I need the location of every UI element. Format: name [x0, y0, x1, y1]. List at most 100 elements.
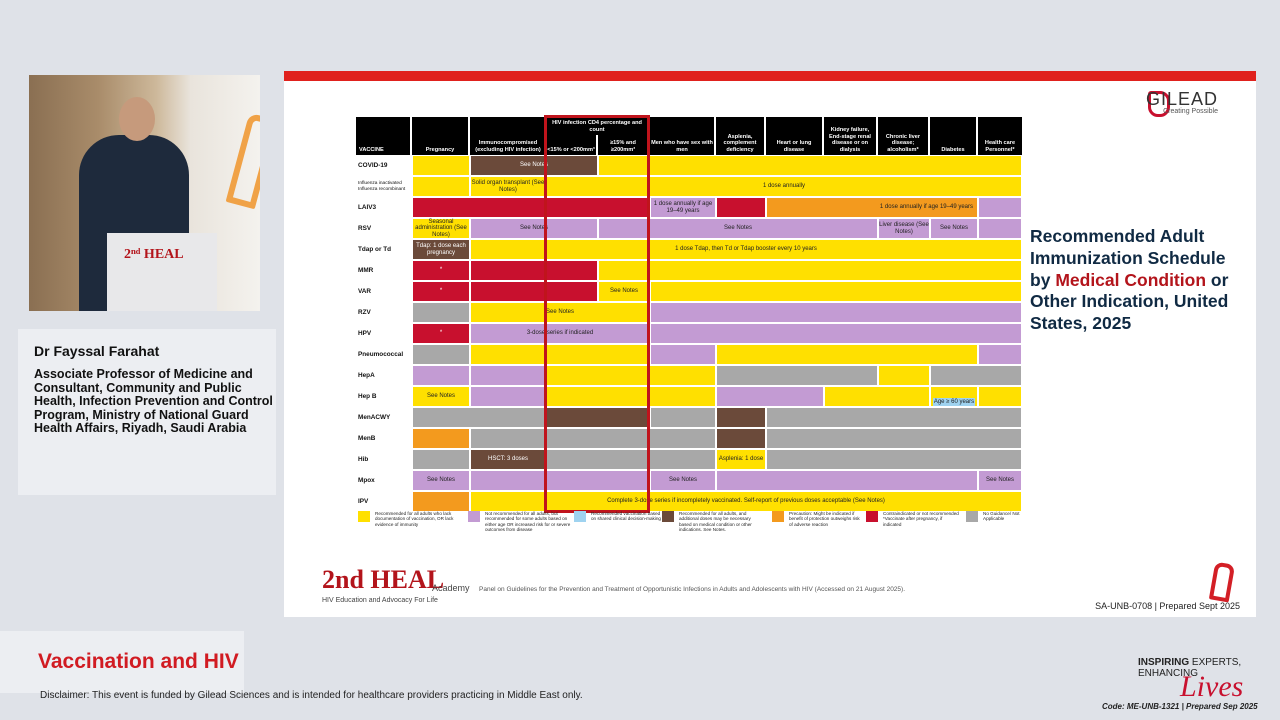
row-label-influenza: Influenza inactivated Influenza recombin…: [358, 181, 406, 192]
cell-mpox-rest: [716, 470, 978, 491]
cell-mmr-contra: [470, 260, 598, 281]
row-label-rzv: RZV: [358, 309, 371, 316]
cell-menb-asplenia: [716, 428, 766, 449]
podium: [107, 233, 217, 311]
enhancing-word: ENHANCING: [1138, 668, 1199, 679]
cell-hepa-hiv: [546, 365, 716, 386]
cell-rzv-pregnancy: [412, 302, 470, 323]
cell-ipv-rest: Complete 3-dose series if incompletely v…: [470, 491, 1022, 512]
speaker-head: [119, 97, 155, 141]
legend-text: Precaution: Might be indicated if benefi…: [789, 511, 860, 527]
cell-hepa-immuno: [470, 365, 546, 386]
legend-swatch-blue: [574, 511, 586, 522]
cell-rsv-immuno: See Notes: [470, 218, 598, 239]
presentation-slide: GILEAD Creating Possible VACCINE Pregnan…: [284, 71, 1256, 617]
footer-code: Code: ME-UNB-1321 | Prepared Sep 2025: [1102, 702, 1258, 711]
cell-flu-pregnancy: [412, 176, 470, 197]
row-label-hepa: HepA: [358, 372, 375, 379]
row-label-hepb: Hep B: [358, 393, 377, 400]
legend-swatch-grey: [966, 511, 978, 522]
cell-hib-rest: [766, 449, 1022, 470]
row-label-hpv: HPV: [358, 330, 372, 337]
cell-pneumo-pregnancy: [412, 344, 470, 365]
cell-hepb-hiv: [546, 386, 716, 407]
cell-hepb-asplenia: [716, 386, 824, 407]
experts-word: EXPERTS,: [1191, 657, 1242, 668]
cell-hepa-rest: [930, 365, 1022, 386]
row-label-hib: Hib: [358, 456, 369, 463]
header-kidney: Kidney failure, End-stage renal disease …: [824, 117, 876, 155]
slide-title-highlight: Medical Condition: [1055, 269, 1207, 290]
hepb-age-label: Age ≥ 60 years: [932, 397, 976, 406]
cell-flu-rest: 1 dose annually: [546, 176, 1022, 197]
cell-menacwy-hiv: [546, 407, 650, 428]
header-msm: Men who have sex with men: [650, 117, 714, 155]
legend-text: Not recommended for all adults, but reco…: [485, 511, 571, 533]
cell-pneumo-immuno: [470, 344, 650, 365]
legend-swatch-purple: [468, 511, 480, 522]
legend-text: Contraindicated or not recommended *Vacc…: [883, 511, 959, 527]
talk-title: Vaccination and HIV: [38, 650, 239, 673]
podium-heal-logo: 2ⁿᵈ HEAL: [124, 247, 184, 262]
cell-hpv-pregnancy: *: [412, 323, 470, 344]
gilead-logo: GILEAD Creating Possible: [1146, 89, 1218, 115]
cell-menb-rest: [766, 428, 1022, 449]
header-pregnancy: Pregnancy: [412, 117, 468, 155]
cell-var-pregnancy: *: [412, 281, 470, 302]
cell-rsv-liver: Liver disease (See Notes): [878, 218, 930, 239]
gilead-tagline: Creating Possible: [1163, 108, 1218, 115]
speaker-title: Associate Professor of Medicine and Cons…: [34, 367, 273, 435]
cell-covid-pregnancy: [412, 155, 470, 176]
cell-mmr-pregnancy: *: [412, 260, 470, 281]
row-label-mpox: Mpox: [358, 477, 375, 484]
speaker-video: 2ⁿᵈ HEAL: [29, 75, 260, 311]
legend-text: Recommended vaccination based on shared …: [591, 511, 661, 522]
cell-hepb-diabetes: Age ≥ 60 years: [930, 386, 978, 407]
cell-rsv-hcp: [978, 218, 1022, 239]
cell-hepa-mid: [716, 365, 878, 386]
header-hiv: HIV infection CD4 percentage and count: [546, 117, 648, 135]
cell-laiv-precaution: 1 dose annually if age 19–49 years: [766, 197, 978, 218]
legend-text: Recommended for all adults, and addition…: [679, 511, 752, 533]
cell-mpox-hcp: See Notes: [978, 470, 1022, 491]
cell-laiv-msm: 1 dose annually if age 19–49 years: [650, 197, 716, 218]
speaker-name: Dr Fayssal Farahat: [34, 343, 160, 359]
cell-covid-rest: [598, 155, 1022, 176]
legend-swatch-yellow: [358, 511, 370, 522]
slide-title: Recommended Adult Immunization Schedule …: [1030, 226, 1230, 335]
cell-mmr-rest: [598, 260, 1022, 281]
cell-pneumo-rest: [716, 344, 978, 365]
slide-top-bar: [284, 71, 1256, 81]
cell-menacwy-rest: [766, 407, 1022, 428]
row-label-var: VAR: [358, 288, 372, 295]
row-label-menacwy: MenACWY: [358, 414, 391, 421]
legend-text: Recommended for all adults who lack docu…: [375, 511, 454, 527]
lower-third-panel: [0, 631, 244, 693]
header-liver: Chronic liver disease; alcoholism*: [878, 117, 928, 155]
disclaimer-text: Disclaimer: This event is funded by Gile…: [40, 690, 583, 701]
legend-swatch-orange: [772, 511, 784, 522]
heal-academy-logo: 2nd HEAL Academy HIV Education and Advoc…: [322, 553, 472, 605]
cell-hib-immuno: HSCT: 3 doses: [470, 449, 546, 470]
cell-hepb-kidney: [824, 386, 930, 407]
inspiring-word: INSPIRING: [1138, 657, 1190, 668]
cell-tdap-pregnancy: Tdap: 1 dose each pregnancy: [412, 239, 470, 260]
gilead-logo-icon: [1148, 91, 1170, 117]
header-cd4-high: ≥15% and ≥200mm³: [598, 135, 648, 155]
cell-hpv-immuno: 3-dose series if indicated: [470, 323, 650, 344]
cell-rzv-immuno: See Notes: [470, 302, 650, 323]
cell-rsv-mid: See Notes: [598, 218, 878, 239]
header-vaccine: VACCINE: [356, 117, 410, 155]
header-hcp: Health care Personnel*: [978, 117, 1022, 155]
cell-menb-pregnancy: [412, 428, 470, 449]
lives-script-logo: Lives: [1180, 670, 1244, 703]
row-label-covid: COVID-19: [358, 162, 388, 169]
cell-hepa-pregnancy: [412, 365, 470, 386]
cell-hepb-immuno: [470, 386, 546, 407]
slide-title-part1: Recommended Adult Immunization Schedule …: [1030, 226, 1226, 290]
cell-flu-immuno: Solid organ transplant (See Notes): [470, 176, 546, 197]
cell-menb-mid: [470, 428, 716, 449]
header-immunocompromised: Immunocompromised (excluding HIV infecti…: [470, 117, 546, 155]
row-label-mmr: MMR: [358, 267, 374, 274]
header-cd4-low: <15% or <200mm³: [546, 135, 596, 155]
